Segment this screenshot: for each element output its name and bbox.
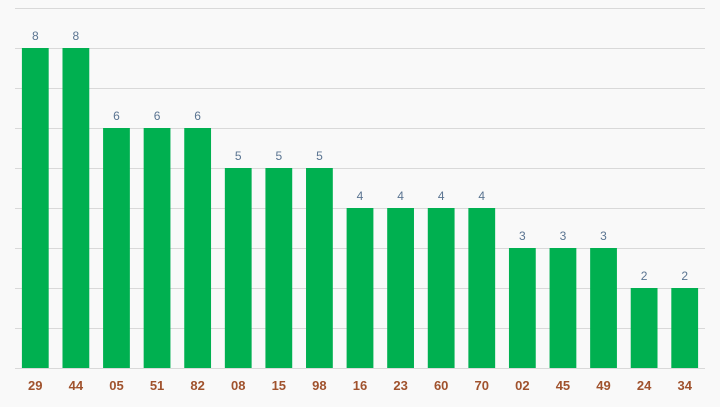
bar-45 (549, 248, 577, 368)
bar-value-label: 6 (154, 109, 161, 123)
bar-value-label: 4 (357, 189, 364, 203)
bar-51 (143, 128, 171, 368)
x-tick-label: 70 (475, 378, 489, 393)
bar-44 (62, 48, 90, 368)
bar-value-label: 4 (438, 189, 445, 203)
x-tick-label: 23 (393, 378, 407, 393)
bar-02 (508, 248, 536, 368)
x-tick-label: 15 (272, 378, 286, 393)
bar-70 (468, 208, 496, 368)
x-tick-label: 05 (109, 378, 123, 393)
bar-23 (387, 208, 414, 368)
bar-49 (590, 248, 617, 368)
bar-value-label: 8 (32, 29, 39, 43)
bar-29 (21, 48, 49, 368)
x-axis-tick-labels: 29 44 05 51 82 08 15 98 16 23 60 70 02 45 49 24 34 (28, 378, 693, 393)
bar-05 (103, 128, 130, 368)
bar-16 (346, 208, 374, 368)
bar-value-label: 6 (113, 109, 120, 123)
bar-82 (184, 128, 212, 368)
x-tick-label: 45 (556, 378, 570, 393)
bar-08 (224, 168, 252, 368)
x-tick-label: 60 (434, 378, 448, 393)
bar-34 (671, 288, 699, 368)
bar-value-label: 2 (681, 269, 688, 283)
bar-value-label: 3 (600, 229, 607, 243)
bar-98 (306, 168, 333, 368)
x-tick-label: 24 (637, 378, 652, 393)
bar-value-label: 3 (560, 229, 567, 243)
bar-value-label: 5 (235, 149, 242, 163)
value-labels: 8 8 6 6 6 5 5 5 4 4 4 4 3 3 3 2 2 (32, 29, 688, 283)
x-tick-label: 16 (353, 378, 367, 393)
bar-value-label: 3 (519, 229, 526, 243)
bar-60 (427, 208, 455, 368)
x-tick-label: 44 (69, 378, 84, 393)
x-tick-label: 49 (596, 378, 610, 393)
bar-value-label: 4 (397, 189, 404, 203)
bar-value-label: 8 (73, 29, 80, 43)
x-tick-label: 02 (515, 378, 529, 393)
bar-value-label: 4 (478, 189, 485, 203)
x-tick-label: 98 (312, 378, 326, 393)
x-tick-label: 08 (231, 378, 245, 393)
bar-value-label: 6 (194, 109, 201, 123)
x-tick-label: 51 (150, 378, 164, 393)
bar-value-label: 2 (641, 269, 648, 283)
x-tick-label: 82 (190, 378, 204, 393)
bar-15 (265, 168, 293, 368)
x-tick-label: 29 (28, 378, 42, 393)
bar-value-label: 5 (275, 149, 282, 163)
x-tick-label: 34 (677, 378, 692, 393)
bar-value-label: 5 (316, 149, 323, 163)
bar-24 (630, 288, 658, 368)
bars (21, 48, 699, 368)
